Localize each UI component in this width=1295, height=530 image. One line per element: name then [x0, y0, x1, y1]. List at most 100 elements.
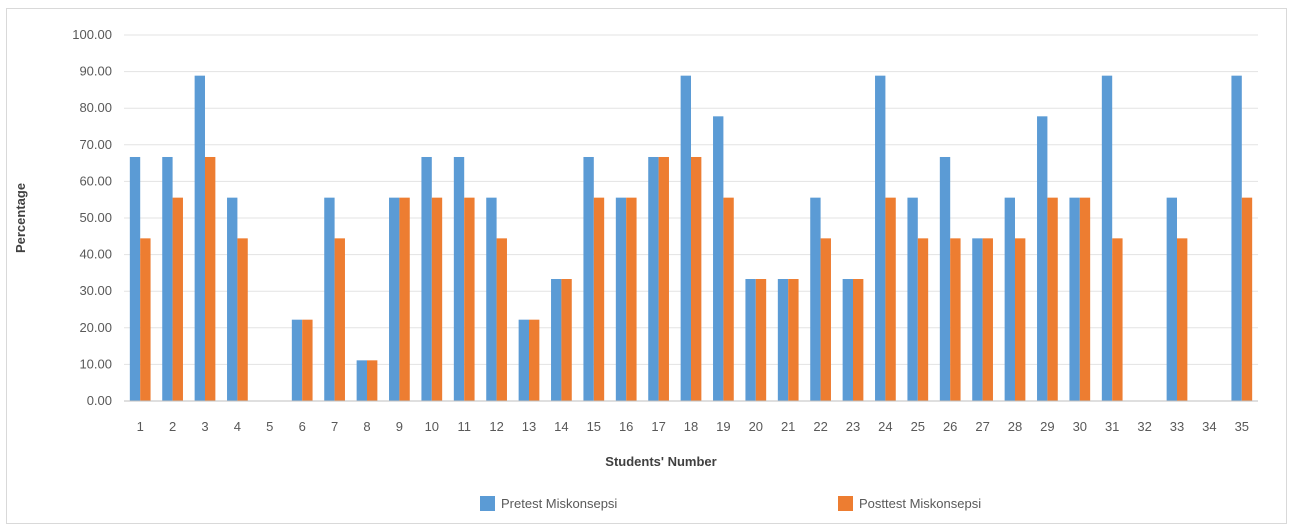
pretest-bar — [129, 156, 141, 401]
pretest-bar — [713, 116, 724, 402]
pretest-bar — [486, 197, 497, 401]
pretest-bar — [356, 360, 367, 401]
x-tick-label: 26 — [943, 419, 957, 434]
legend-swatch-posttest — [838, 496, 853, 511]
pretest-bar — [291, 319, 303, 401]
y-tick-label: 0.00 — [87, 393, 112, 408]
posttest-bar — [1079, 197, 1091, 401]
x-tick-label: 32 — [1137, 419, 1151, 434]
pretest-bar — [1069, 197, 1080, 401]
pretest-bar — [939, 156, 951, 401]
posttest-bar — [820, 238, 831, 401]
posttest-bar — [302, 319, 313, 401]
pretest-bar — [518, 319, 529, 401]
posttest-bar — [399, 197, 410, 401]
pretest-bar — [162, 156, 173, 401]
pretest-bar — [972, 238, 983, 401]
posttest-bar — [205, 156, 216, 401]
y-tick-label: 90.00 — [79, 64, 112, 79]
y-tick-label: 70.00 — [79, 137, 112, 152]
x-tick-label: 19 — [716, 419, 730, 434]
pretest-bar — [324, 197, 335, 401]
x-tick-label: 5 — [266, 419, 273, 434]
posttest-bar — [723, 197, 734, 401]
y-axis-title: Percentage — [13, 183, 28, 253]
x-tick-label: 13 — [522, 419, 536, 434]
posttest-bar — [1015, 238, 1026, 401]
posttest-bar — [1047, 197, 1058, 401]
posttest-bar — [755, 279, 767, 401]
x-tick-label: 10 — [425, 419, 439, 434]
x-tick-label: 4 — [234, 419, 241, 434]
x-tick-label: 21 — [781, 419, 795, 434]
y-tick-label: 20.00 — [79, 320, 112, 335]
gridlines — [124, 34, 1258, 365]
x-tick-label: 30 — [1073, 419, 1087, 434]
y-axis-ticks: 0.00 10.00 20.00 30.00 40.00 50.00 60.00 70.00 8… — [72, 27, 112, 408]
x-tick-label: 18 — [684, 419, 698, 434]
posttest-bar — [496, 238, 507, 401]
posttest-bar — [885, 197, 896, 401]
x-tick-label: 34 — [1202, 419, 1216, 434]
posttest-bar — [237, 238, 248, 401]
bars — [129, 75, 1253, 402]
y-tick-label: 40.00 — [79, 247, 112, 262]
legend-swatch-pretest — [480, 496, 495, 511]
posttest-bar — [334, 238, 345, 401]
pretest-bar — [1004, 197, 1015, 401]
posttest-bar — [950, 238, 961, 401]
posttest-bar — [788, 279, 799, 401]
posttest-bar — [1177, 238, 1188, 401]
posttest-bar — [853, 279, 864, 401]
x-axis-title: Students' Number — [605, 454, 716, 469]
x-tick-label: 1 — [137, 419, 144, 434]
x-tick-label: 25 — [911, 419, 925, 434]
posttest-bar — [172, 197, 183, 401]
x-tick-label: 14 — [554, 419, 568, 434]
posttest-bar — [691, 156, 702, 401]
posttest-bar — [917, 238, 929, 401]
x-tick-label: 20 — [749, 419, 763, 434]
pretest-bar — [842, 279, 853, 401]
pretest-bar — [551, 279, 562, 401]
posttest-bar — [367, 360, 378, 401]
x-tick-label: 8 — [363, 419, 370, 434]
x-tick-label: 7 — [331, 419, 338, 434]
posttest-bar — [982, 238, 993, 401]
pretest-bar — [648, 156, 659, 401]
x-tick-label: 6 — [299, 419, 306, 434]
y-tick-label: 50.00 — [79, 210, 112, 225]
y-tick-label: 30.00 — [79, 283, 112, 298]
pretest-bar — [875, 75, 886, 401]
posttest-bar — [626, 197, 637, 401]
pretest-bar — [583, 156, 594, 401]
pretest-bar — [453, 156, 465, 401]
pretest-bar — [389, 197, 400, 401]
posttest-bar — [561, 279, 572, 401]
pretest-bar — [907, 197, 918, 401]
pretest-bar — [615, 197, 627, 401]
x-tick-label: 24 — [878, 419, 892, 434]
posttest-bar — [140, 238, 151, 401]
pretest-bar — [1101, 75, 1113, 401]
posttest-bar — [1112, 238, 1123, 401]
pretest-bar — [680, 75, 691, 401]
pretest-bar — [1231, 75, 1242, 401]
x-tick-label: 35 — [1235, 419, 1249, 434]
pretest-bar — [810, 197, 821, 401]
posttest-bar — [431, 197, 443, 401]
x-tick-label: 12 — [489, 419, 503, 434]
x-tick-label: 3 — [201, 419, 208, 434]
posttest-bar — [1241, 197, 1253, 401]
y-tick-label: 100.00 — [72, 27, 112, 42]
pretest-bar — [745, 279, 756, 401]
legend-label-posttest: Posttest Miskonsepsi — [859, 496, 981, 511]
x-tick-label: 23 — [846, 419, 860, 434]
pretest-bar — [777, 279, 789, 401]
x-tick-label: 27 — [975, 419, 989, 434]
x-axis-ticks: 1 2 3 4 5 6 7 8 9 10 11 12 13 14 15 16 17 18 19 20 21 22 23 24 2… — [137, 419, 1249, 434]
pretest-bar — [1037, 116, 1048, 402]
legend: Pretest Miskonsepsi Posttest Miskonsepsi — [480, 496, 981, 511]
x-tick-label: 33 — [1170, 419, 1184, 434]
